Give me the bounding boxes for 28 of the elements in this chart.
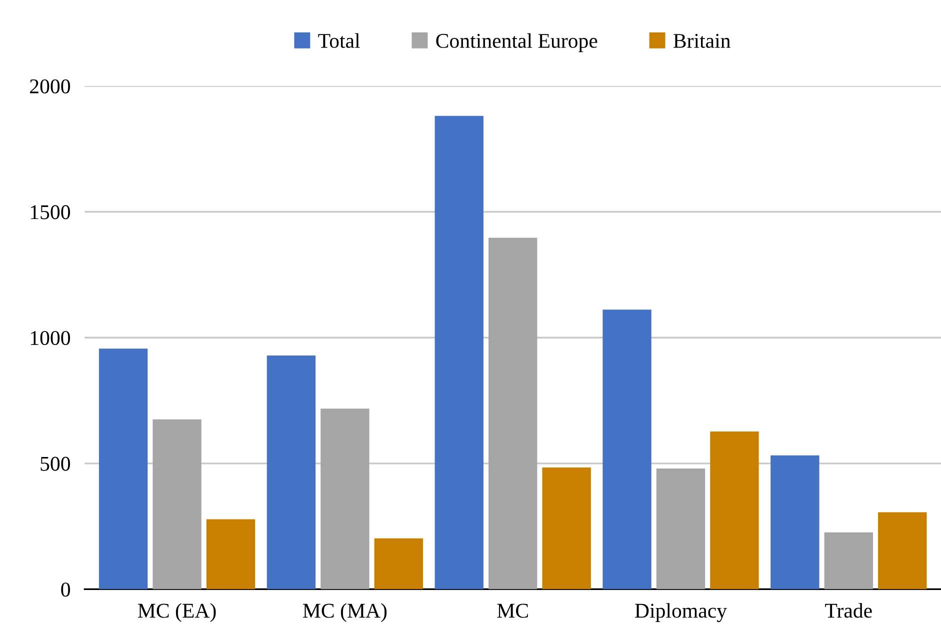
bar [710,431,759,590]
bar [656,468,706,590]
bar [152,419,202,590]
y-tick-label: 500 [40,456,70,471]
y-tick-label: 1000 [30,330,70,346]
bar [878,512,927,590]
y-tick-label: 1500 [30,205,70,220]
x-tick-label: MC (EA) [138,603,216,622]
bar [542,467,591,590]
y-tick-label: 0 [61,582,70,597]
bar [770,455,820,590]
x-tick-label: Diplomacy [635,603,727,622]
y-tick-label: 2000 [30,79,70,94]
legend-label: Continental Europe [436,33,598,52]
legend-label: Total [318,33,360,48]
legend-label: Britain [674,34,730,48]
bar [266,355,316,590]
x-tick-label: MC [497,604,528,618]
bar [98,348,148,590]
x-tick-label: Trade [825,603,872,618]
bar [488,238,538,590]
bar [320,408,370,590]
bar [374,538,424,590]
bar [824,532,873,590]
bar [206,519,256,590]
x-tick-label: MC (MA) [303,603,387,622]
bar [602,310,652,590]
bar [434,116,484,590]
